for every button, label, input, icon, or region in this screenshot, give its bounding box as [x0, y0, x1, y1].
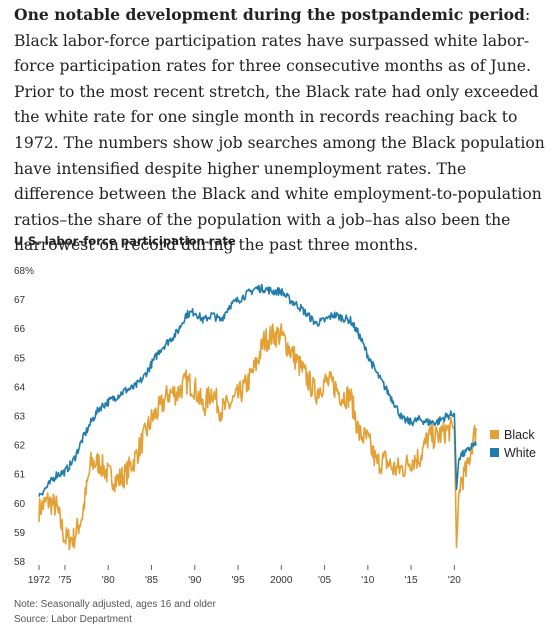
chart-title: U.S. labor-force participation rate	[14, 234, 236, 248]
x-tick-label: 2000	[270, 575, 293, 586]
x-tick-label: '10	[361, 575, 374, 586]
x-tick-label: '80	[102, 575, 115, 586]
legend-swatch-black	[490, 430, 499, 439]
y-tick-label: 63	[14, 412, 26, 423]
x-tick-label: '15	[405, 575, 418, 586]
x-tick-label: 1972	[28, 575, 51, 586]
chart-note: Note: Seasonally adjusted, ages 16 and o…	[14, 599, 216, 610]
article-paragraph: One notable development during the postp…	[14, 2, 550, 259]
legend-label-white: White	[504, 446, 536, 460]
legend-swatch-white	[490, 448, 499, 457]
lead-bold: One notable development during the postp…	[14, 5, 525, 24]
y-tick-label: 60	[14, 499, 26, 510]
y-tick-label: 58	[14, 557, 26, 568]
lead-text: : Black labor-force participation rates …	[14, 6, 545, 255]
y-tick-label: 62	[14, 441, 26, 452]
y-tick-label: 65	[14, 353, 26, 364]
x-tick-label: '95	[232, 575, 245, 586]
x-tick-label: '75	[58, 575, 71, 586]
series-line-black	[38, 323, 477, 551]
x-tick-label: '05	[318, 575, 331, 586]
y-tick-label: 61	[14, 470, 26, 481]
x-tick-label: '90	[188, 575, 201, 586]
y-tick-label: 67	[14, 295, 26, 306]
y-tick-label: 59	[14, 528, 26, 539]
x-tick-label: '85	[145, 575, 158, 586]
legend-label-black: Black	[504, 428, 535, 442]
chart-source: Source: Labor Department	[14, 614, 132, 625]
line-chart: 58 59 60 61 62 63 64 65 66 67 68% 1972 '75 '80 '85 '90 '…	[14, 266, 536, 586]
y-tick-label: 66	[14, 324, 26, 335]
y-tick-label: 64	[14, 382, 26, 393]
y-tick-label: 68%	[14, 266, 34, 277]
x-tick-label: '20	[448, 575, 461, 586]
series-line-white	[38, 283, 477, 497]
